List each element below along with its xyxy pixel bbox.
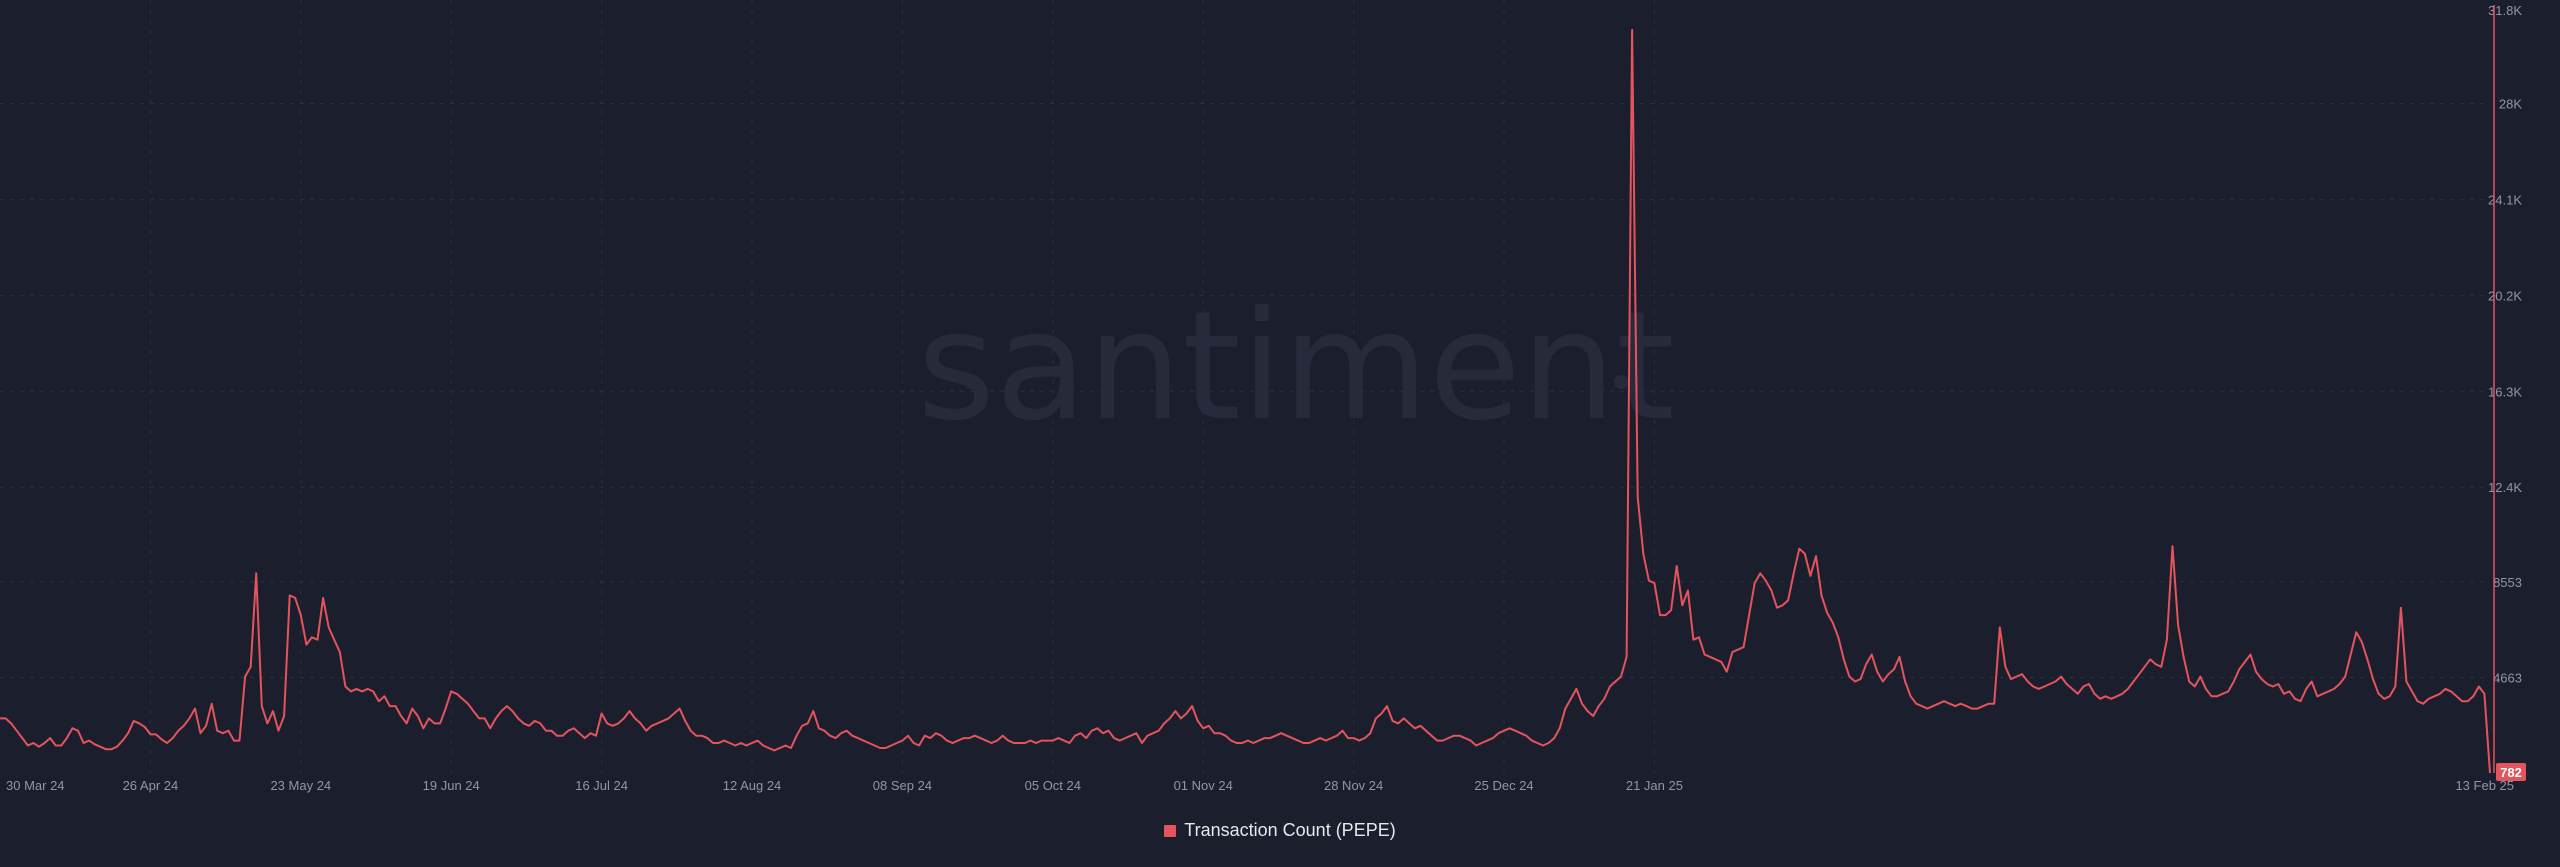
y-tick-label: 31.8K <box>2488 3 2522 18</box>
x-tick-label: 16 Jul 24 <box>575 778 628 793</box>
y-tick-label: 4663 <box>2493 671 2522 686</box>
x-tick-label: 05 Oct 24 <box>1025 778 1081 793</box>
x-tick-label: 12 Aug 24 <box>723 778 782 793</box>
x-tick-label: 30 Mar 24 <box>6 778 65 793</box>
x-tick-label: 21 Jan 25 <box>1626 778 1683 793</box>
y-tick-label: 28K <box>2499 96 2522 111</box>
watermark-dot-right <box>1614 375 1628 389</box>
chart-legend[interactable]: Transaction Count (PEPE) <box>0 820 2560 841</box>
legend-label: Transaction Count (PEPE) <box>1184 820 1396 840</box>
last-value-label: 782 <box>2500 765 2522 780</box>
series-line-transaction-count <box>0 28 2491 774</box>
x-tick-label: 25 Dec 24 <box>1474 778 1533 793</box>
x-tick-label: 23 May 24 <box>270 778 331 793</box>
y-tick-label: 16.3K <box>2488 384 2522 399</box>
legend-swatch <box>1164 825 1177 837</box>
x-tick-label: 01 Nov 24 <box>1174 778 1233 793</box>
x-tick-label: 28 Nov 24 <box>1324 778 1383 793</box>
y-tick-label: 20.2K <box>2488 288 2522 303</box>
x-tick-label: 08 Sep 24 <box>873 778 932 793</box>
x-tick-label: 13 Feb 25 <box>2455 778 2514 793</box>
x-tick-label: 19 Jun 24 <box>423 778 480 793</box>
watermark-text: santiment <box>917 280 1675 454</box>
y-tick-label: 24.1K <box>2488 192 2522 207</box>
y-tick-label: 12.4K <box>2488 480 2522 495</box>
last-value-badge <box>2496 763 2526 781</box>
y-tick-label: 8553 <box>2493 575 2522 590</box>
x-tick-label: 26 Apr 24 <box>123 778 179 793</box>
watermark-dot-left <box>964 375 978 389</box>
